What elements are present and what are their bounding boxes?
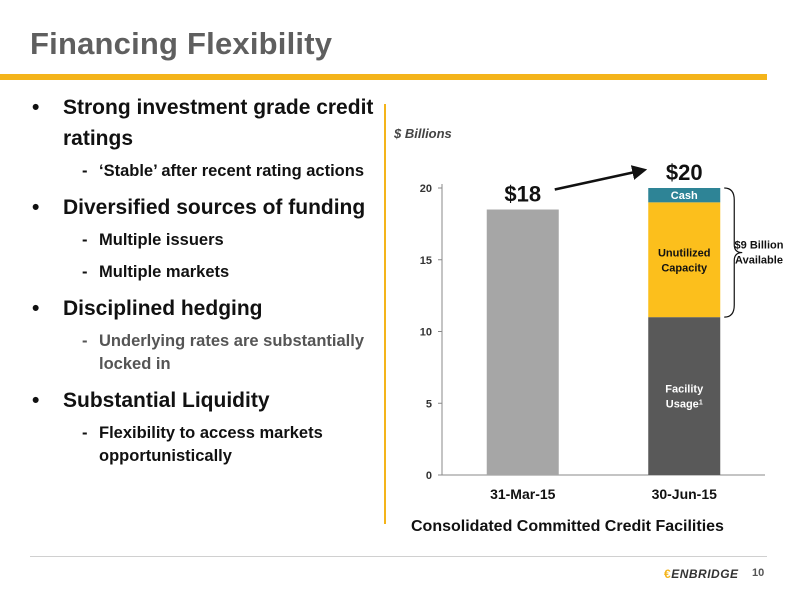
- bullet-text: Substantial Liquidity: [63, 389, 270, 412]
- bar-segment: [648, 188, 721, 203]
- sub-bullet-item: - ‘Stable’ after recent rating actions: [30, 160, 375, 183]
- bar-segment-label: Cash: [671, 190, 698, 202]
- logo-mark-icon: €: [664, 567, 672, 581]
- dash-icon: -: [82, 263, 88, 281]
- bar-segment-label: Facility: [665, 384, 704, 396]
- sub-bullet-item: - Multiple markets: [30, 261, 375, 284]
- sub-bullet-item: - Multiple issuers: [30, 229, 375, 252]
- growth-arrow-icon: [554, 165, 648, 191]
- bullet-list: • Strong investment grade credit ratings -…: [30, 92, 375, 477]
- page-number: 10: [752, 567, 765, 579]
- chart-caption: Consolidated Committed Credit Facilities: [411, 518, 724, 535]
- y-tick-label: 10: [420, 327, 432, 339]
- bar-segment: [648, 202, 721, 318]
- page-title: Financing Flexibility: [30, 26, 333, 61]
- available-annotation: Available: [735, 255, 783, 267]
- enbridge-logo: €ENBRIDGE: [664, 567, 739, 581]
- dash-icon: -: [82, 332, 88, 350]
- bullet-item: • Strong investment grade credit ratings: [30, 92, 375, 154]
- bar-segment: [648, 317, 721, 475]
- bullet-dot-icon: •: [32, 196, 40, 219]
- bullet-dot-icon: •: [32, 96, 40, 119]
- bullet-item: • Substantial Liquidity: [30, 385, 375, 416]
- bar-total-label: $18: [504, 182, 541, 207]
- bullet-text: Strong investment grade credit ratings: [63, 96, 374, 150]
- footer-rule: [30, 556, 767, 557]
- x-tick-label: 30-Jun-15: [652, 486, 718, 502]
- sub-bullet-text: Underlying rates are substantially locke…: [99, 332, 365, 373]
- sub-bullet-text: Multiple issuers: [99, 231, 224, 249]
- bar-segment-label: Usage1: [666, 399, 703, 411]
- bullet-item: • Diversified sources of funding: [30, 192, 375, 223]
- curly-brace-icon: [724, 187, 743, 318]
- y-tick-label: 20: [420, 183, 432, 195]
- available-annotation: $9 Billion: [735, 240, 784, 252]
- sub-bullet-text: Multiple markets: [99, 263, 230, 281]
- bullet-text: Diversified sources of funding: [63, 196, 366, 219]
- y-tick-label: 0: [426, 470, 432, 482]
- bar-segment-label: Unutilized: [658, 247, 711, 259]
- dash-icon: -: [82, 162, 88, 180]
- x-tick-label: 31-Mar-15: [490, 486, 556, 502]
- bar-segment-label: Capacity: [661, 262, 708, 274]
- bar-segment: [486, 209, 559, 475]
- sub-bullet-text: Flexibility to access markets opportunis…: [99, 424, 323, 465]
- dash-icon: -: [82, 231, 88, 249]
- sub-bullet-item: - Underlying rates are substantially lock…: [30, 330, 375, 376]
- y-tick-label: 15: [420, 255, 432, 267]
- sub-bullet-item: - Flexibility to access markets opportuni…: [30, 422, 375, 468]
- bullet-item: • Disciplined hedging: [30, 293, 375, 324]
- sub-bullet-text: ‘Stable’ after recent rating actions: [99, 162, 364, 180]
- vertical-divider: [384, 104, 386, 524]
- bar-total-label: $20: [666, 160, 703, 185]
- y-tick-label: 5: [426, 398, 432, 410]
- chart-unit-label: $ Billions: [394, 126, 452, 141]
- bullet-dot-icon: •: [32, 297, 40, 320]
- title-underline: [0, 74, 767, 80]
- bullet-text: Disciplined hedging: [63, 297, 263, 320]
- logo-text: ENBRIDGE: [671, 567, 739, 581]
- footnote-superscript: 1: [699, 399, 703, 406]
- bullet-dot-icon: •: [32, 389, 40, 412]
- dash-icon: -: [82, 424, 88, 442]
